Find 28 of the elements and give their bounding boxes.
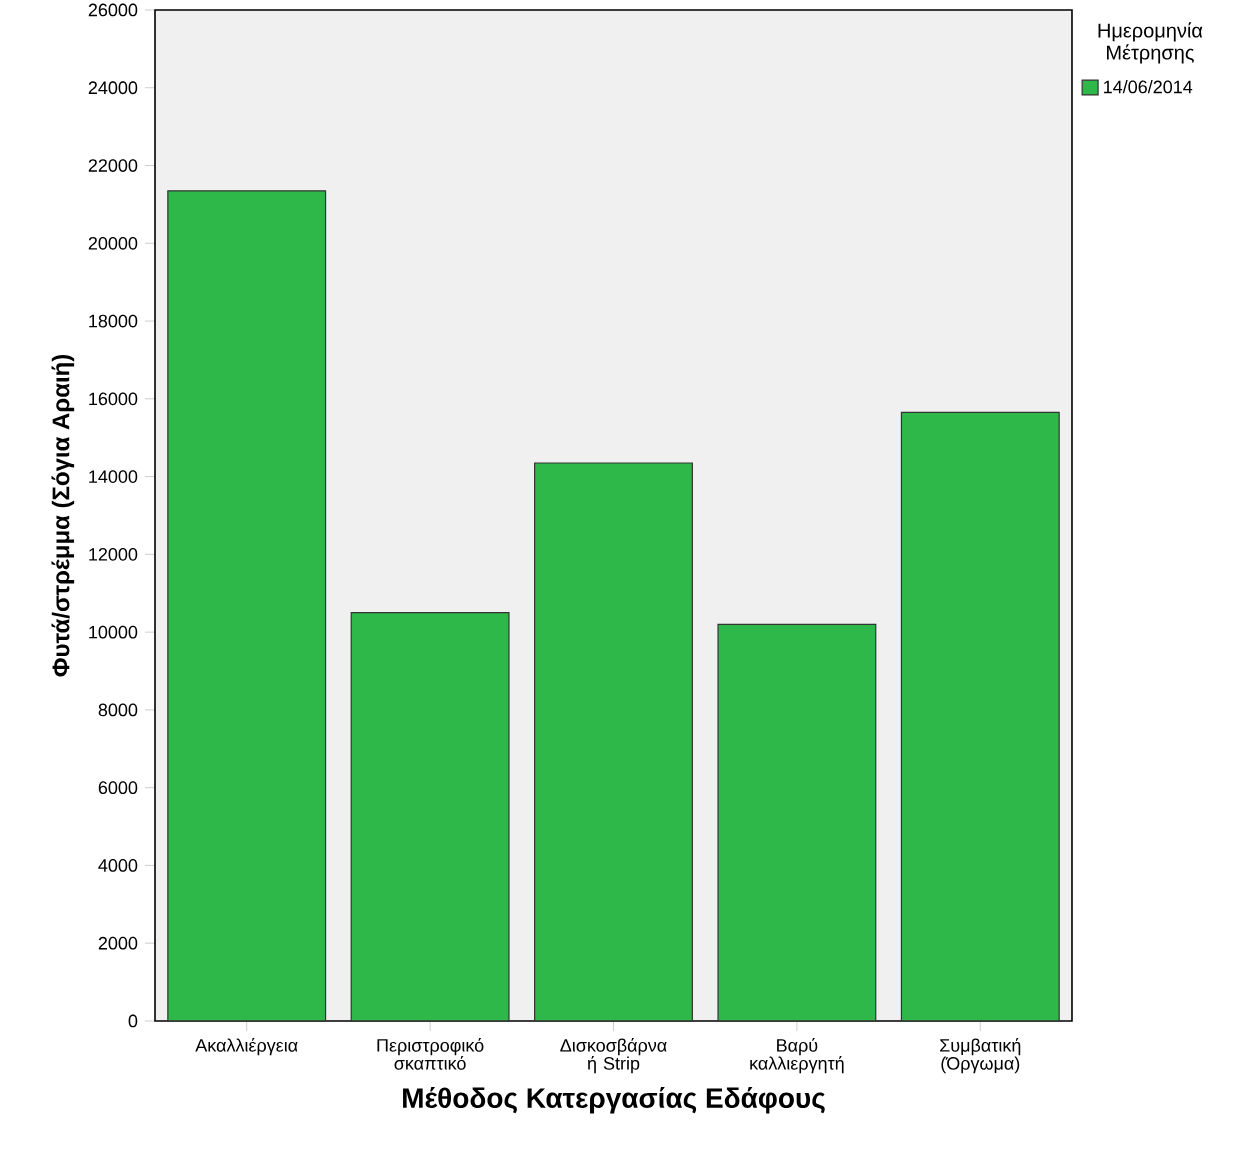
bar bbox=[350, 612, 510, 1022]
y-tick-label: 22000 bbox=[88, 159, 138, 172]
bar bbox=[717, 623, 877, 1022]
y-axis-title: Φυτά/στρέμμα (Σόγια Αραιή) bbox=[51, 354, 75, 677]
y-tick-label: 6000 bbox=[98, 781, 138, 795]
y-tick-label: 12000 bbox=[89, 547, 138, 561]
y-tick-label: 2000 bbox=[98, 936, 138, 950]
y-tick-label: 26000 bbox=[88, 3, 138, 17]
x-tick-label: Συμβατική (Όργωμα) bbox=[940, 1038, 1021, 1074]
y-tick-label: 0 bbox=[128, 1014, 138, 1028]
x-axis-title: Μέθοδος Κατεργασίας Εδάφους bbox=[403, 1087, 825, 1114]
x-tick-label: Δισκοσβάρνα ή Strip bbox=[560, 1038, 667, 1074]
bar bbox=[900, 411, 1060, 1022]
y-tick-label: 10000 bbox=[89, 625, 138, 639]
bar bbox=[167, 190, 327, 1022]
legend-label: 14/06/2014 bbox=[1104, 80, 1193, 94]
x-tick-label: Ακαλλιέργεια bbox=[195, 1038, 298, 1056]
y-tick-label: 18000 bbox=[89, 314, 138, 328]
legend-title: Ημερομηνία Μέτρησης bbox=[1098, 22, 1203, 64]
bar bbox=[534, 462, 693, 1022]
y-tick-label: 8000 bbox=[98, 703, 138, 717]
y-tick-label: 16000 bbox=[89, 392, 138, 406]
y-tick-label: 24000 bbox=[88, 81, 138, 95]
y-tick-label: 14000 bbox=[89, 470, 138, 483]
y-tick-label: 4000 bbox=[98, 859, 138, 872]
x-tick-label: Βαρύ καλλιεργητή bbox=[750, 1038, 844, 1074]
y-tick-label: 20000 bbox=[88, 236, 138, 250]
x-tick-label: Περιστροφικό σκαπτικό bbox=[377, 1038, 484, 1070]
